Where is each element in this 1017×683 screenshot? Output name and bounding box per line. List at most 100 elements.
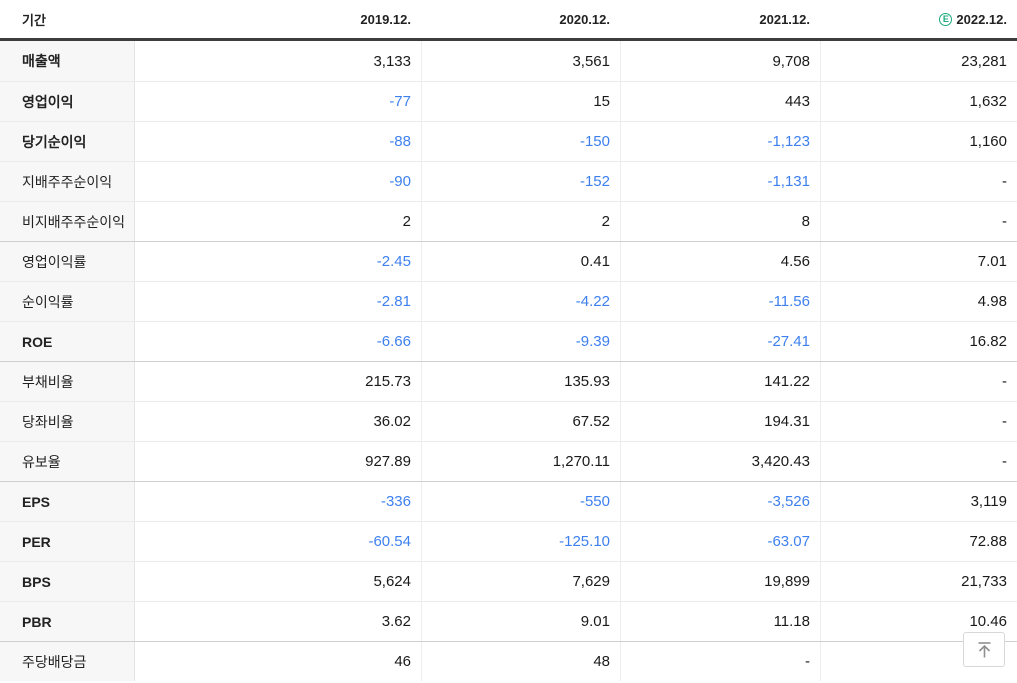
cell-value: -336 <box>135 482 421 521</box>
row-label: EPS <box>0 482 135 521</box>
cell-value: 3,133 <box>135 41 421 81</box>
row-label: ROE <box>0 322 135 361</box>
cell-value: 927.89 <box>135 442 421 481</box>
table-row: 비지배주주순이익 2 2 8- <box>0 201 1017 241</box>
cell-value: 7,629 <box>421 562 620 601</box>
cell-value: 2 <box>135 202 421 241</box>
cell-value: 3,119 <box>820 482 1017 521</box>
cell-value: 1,160 <box>820 122 1017 161</box>
cell-value: 4.56 <box>620 242 820 281</box>
cell-value: -150 <box>421 122 620 161</box>
row-label: 영업이익률 <box>0 242 135 281</box>
cell-value: -27.41 <box>620 322 820 361</box>
scroll-to-top-button[interactable] <box>963 632 1005 667</box>
cell-value: - <box>820 162 1017 201</box>
column-header-2019: 2019.12. <box>360 11 411 27</box>
table-row: 당기순이익 -88 -150 -1,123 1,160 <box>0 121 1017 161</box>
cell-value: 11.18 <box>620 602 820 641</box>
table-row: 영업이익 -77 15 443 1,632 <box>0 81 1017 121</box>
cell-value: 72.88 <box>820 522 1017 561</box>
cell-value: 7.01 <box>820 242 1017 281</box>
cell-value: - <box>820 442 1017 481</box>
table-row: PER -60.54 -125.10 -63.07 72.88 <box>0 521 1017 561</box>
column-header-2022-estimate: E 2022.12. <box>820 0 1017 38</box>
cell-value: 0.41 <box>421 242 620 281</box>
cell-value: 443 <box>620 82 820 121</box>
cell-value: 2 <box>421 202 620 241</box>
row-label: 유보율 <box>0 442 135 481</box>
cell-value: -63.07 <box>620 522 820 561</box>
cell-value: -550 <box>421 482 620 521</box>
table-row: EPS -336 -550 -3,526 3,119 <box>0 481 1017 521</box>
arrow-up-to-top-icon <box>976 641 993 659</box>
row-label: 부채비율 <box>0 362 135 401</box>
cell-value: -1,131 <box>620 162 820 201</box>
cell-value: 9,708 <box>620 41 820 81</box>
cell-value: 46 <box>135 642 421 681</box>
table-header-row: 기간 2019.12. 2020.12. 2021.12. E 2022.12. <box>0 0 1017 41</box>
cell-value: 19,899 <box>620 562 820 601</box>
cell-value: -90 <box>135 162 421 201</box>
cell-value: 9.01 <box>421 602 620 641</box>
table-row: 영업이익률 -2.45 0.41 4.56 7.01 <box>0 241 1017 281</box>
cell-value: -2.45 <box>135 242 421 281</box>
cell-value: - <box>620 642 820 681</box>
cell-value: -4.22 <box>421 282 620 321</box>
cell-value: 141.22 <box>620 362 820 401</box>
cell-value: -11.56 <box>620 282 820 321</box>
table-row: 지배주주순이익 -90 -152 -1,131- <box>0 161 1017 201</box>
cell-value: -3,526 <box>620 482 820 521</box>
row-label: 지배주주순이익 <box>0 162 135 201</box>
cell-value: -152 <box>421 162 620 201</box>
column-header-2020: 2020.12. <box>559 11 610 27</box>
cell-value: 215.73 <box>135 362 421 401</box>
table-row: 주당배당금 46 48- <box>0 641 1017 681</box>
cell-value: 3.62 <box>135 602 421 641</box>
column-header-2021: 2021.12. <box>759 11 810 27</box>
table-row: 매출액 3,133 3,561 9,708 23,281 <box>0 41 1017 81</box>
table-row: 유보율 927.89 1,270.11 3,420.43- <box>0 441 1017 481</box>
cell-value: 194.31 <box>620 402 820 441</box>
row-label: 비지배주주순이익 <box>0 202 135 241</box>
row-label: 당좌비율 <box>0 402 135 441</box>
table-row: ROE -6.66 -9.39 -27.41 16.82 <box>0 321 1017 361</box>
column-header-2022-label: 2022.12. <box>956 11 1007 27</box>
row-label: 순이익률 <box>0 282 135 321</box>
cell-value: -1,123 <box>620 122 820 161</box>
cell-value: 48 <box>421 642 620 681</box>
cell-value: 3,561 <box>421 41 620 81</box>
cell-value: 1,270.11 <box>421 442 620 481</box>
table-row: 순이익률 -2.81 -4.22 -11.56 4.98 <box>0 281 1017 321</box>
row-label: PBR <box>0 602 135 641</box>
cell-value: 67.52 <box>421 402 620 441</box>
cell-value: -125.10 <box>421 522 620 561</box>
cell-value: 21,733 <box>820 562 1017 601</box>
row-label: BPS <box>0 562 135 601</box>
cell-value: 36.02 <box>135 402 421 441</box>
row-label: 주당배당금 <box>0 642 135 681</box>
row-label: 당기순이익 <box>0 122 135 161</box>
cell-value: 135.93 <box>421 362 620 401</box>
row-label: 영업이익 <box>0 82 135 121</box>
cell-value: 10.46 <box>820 602 1017 641</box>
cell-value: -60.54 <box>135 522 421 561</box>
cell-value: - <box>820 402 1017 441</box>
cell-value: 3,420.43 <box>620 442 820 481</box>
table-row: PBR 3.62 9.01 11.18 10.46 <box>0 601 1017 641</box>
table-row: 당좌비율 36.02 67.52 194.31- <box>0 401 1017 441</box>
cell-value: -88 <box>135 122 421 161</box>
column-header-period: 기간 <box>22 12 46 28</box>
cell-value: 4.98 <box>820 282 1017 321</box>
table-row: BPS 5,624 7,629 19,899 21,733 <box>0 561 1017 601</box>
cell-value: 8 <box>620 202 820 241</box>
cell-value: -9.39 <box>421 322 620 361</box>
cell-value: 16.82 <box>820 322 1017 361</box>
cell-value: 23,281 <box>820 41 1017 81</box>
cell-value: 15 <box>421 82 620 121</box>
estimate-badge-icon: E <box>939 12 953 26</box>
cell-value: -77 <box>135 82 421 121</box>
table-row: 부채비율 215.73 135.93 141.22- <box>0 361 1017 401</box>
cell-value: -2.81 <box>135 282 421 321</box>
row-label: PER <box>0 522 135 561</box>
